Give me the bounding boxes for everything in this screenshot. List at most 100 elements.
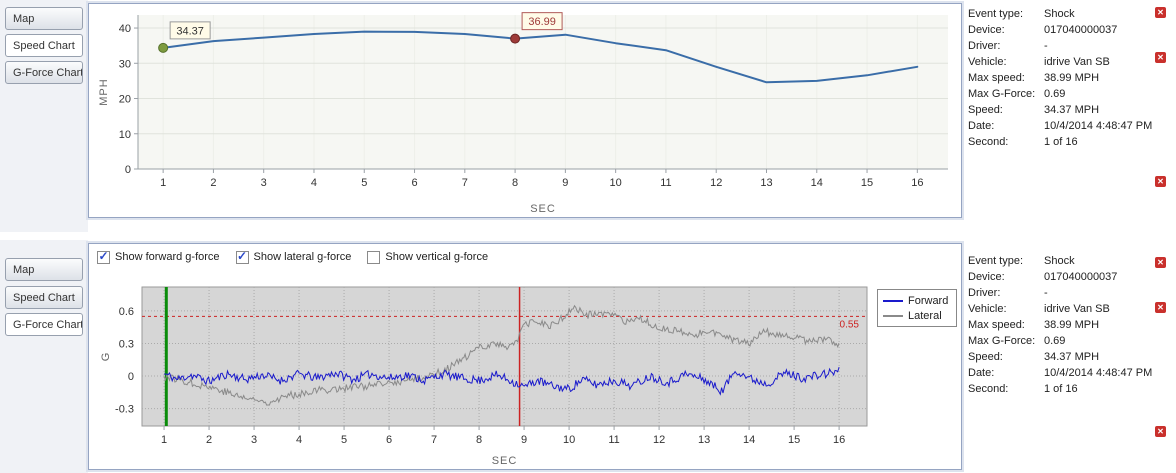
svg-text:4: 4 [296, 434, 302, 446]
svg-text:30: 30 [119, 58, 131, 70]
svg-text:1: 1 [161, 434, 167, 446]
red-x-icon[interactable]: ✕ [1155, 176, 1166, 187]
svg-text:7: 7 [431, 434, 437, 446]
info-value: - [1044, 40, 1048, 52]
info-value: 1 of 16 [1044, 136, 1078, 148]
info-value: 34.37 MPH [1044, 351, 1100, 363]
info-value: idrive Van SB [1044, 303, 1110, 315]
svg-text:40: 40 [119, 23, 131, 35]
svg-text:9: 9 [521, 434, 527, 446]
speed-chart-frame: 0 10 20 30 40 1 2 3 4 5 6 7 8 9 10 11 12 13 14 15 16 MPH SEC 34… [88, 3, 962, 218]
info-label: Vehicle: [968, 303, 1007, 315]
info-row: Second: 1 of 16 [968, 383, 1158, 396]
tab-map[interactable]: Map [5, 7, 83, 30]
tab-speed-chart[interactable]: Speed Chart [5, 286, 83, 309]
svg-text:11: 11 [608, 434, 619, 446]
checkbox-box[interactable]: ✓ [235, 249, 249, 264]
info-label: Date: [968, 120, 995, 132]
legend-line-swatch [883, 314, 903, 317]
checkbox-label: Show vertical g-force [385, 251, 489, 263]
tab-speed-chart[interactable]: Speed Chart [5, 34, 83, 57]
svg-text:13: 13 [698, 434, 710, 446]
svg-text:16: 16 [911, 177, 923, 189]
red-x-icon[interactable]: ✕ [1155, 426, 1166, 437]
info-label: Speed: [968, 351, 1003, 363]
svg-text:MPH: MPH [98, 78, 110, 105]
info-label: Event type: [968, 255, 1024, 267]
info-label: Second: [968, 383, 1009, 395]
event-info-panel: Event type: Shock Device: 017040000037 Drive… [968, 8, 1158, 152]
info-value: 0.69 [1044, 335, 1066, 347]
info-value: 0.69 [1044, 88, 1066, 100]
info-row: Device: 017040000037 [968, 24, 1158, 37]
checkbox-label: Show forward g-force [115, 251, 220, 263]
info-value: 017040000037 [1044, 271, 1118, 283]
svg-text:3: 3 [261, 177, 267, 189]
gforce-panel: Map Speed Chart G-Force Chart ✓ Show forwar… [0, 240, 1176, 473]
info-row: Second: 1 of 16 [968, 136, 1158, 149]
svg-text:14: 14 [811, 177, 823, 189]
info-value: Shock [1044, 8, 1075, 20]
tab-g-force-chart[interactable]: G-Force Chart [5, 61, 83, 84]
gforce-toggle-row: ✓ Show forward g-force ✓ Show lateral g-for… [97, 249, 488, 265]
info-value: idrive Van SB [1044, 56, 1110, 68]
legend-line-swatch [883, 299, 903, 302]
svg-text:12: 12 [710, 177, 722, 189]
checkbox-show-forward-g-force[interactable]: ✓ Show forward g-force [97, 250, 220, 264]
info-row: Max speed: 38.99 MPH [968, 72, 1158, 85]
tab-g-force-chart[interactable]: G-Force Chart [5, 313, 83, 336]
info-value: 10/4/2014 4:48:47 PM [1044, 120, 1153, 132]
info-value: Shock [1044, 255, 1075, 267]
legend-label: Forward [908, 294, 949, 307]
info-label: Vehicle: [968, 56, 1007, 68]
gforce-chart[interactable]: 0.55 -0.3 0 0.3 0.6 1 2 3 4 5 6 7 8 9 10 11 12 13 14 15 16 G S… [89, 244, 961, 469]
info-label: Date: [968, 367, 995, 379]
svg-text:10: 10 [610, 177, 622, 189]
info-label: Second: [968, 136, 1009, 148]
info-value: 38.99 MPH [1044, 72, 1100, 84]
red-x-icon[interactable]: ✕ [1155, 7, 1166, 18]
svg-text:9: 9 [562, 177, 568, 189]
gforce-chart-frame: ✓ Show forward g-force ✓ Show lateral g-for… [88, 243, 962, 470]
info-value: - [1044, 287, 1048, 299]
info-row: Speed: 34.37 MPH [968, 104, 1158, 117]
checkbox-box[interactable]: ✓ [97, 250, 110, 264]
red-x-icon[interactable]: ✕ [1155, 302, 1166, 313]
info-row: Date: 10/4/2014 4:48:47 PM [968, 120, 1158, 133]
info-row: Max speed: 38.99 MPH [968, 319, 1158, 332]
info-row: Driver: - [968, 40, 1158, 53]
speed-chart[interactable]: 0 10 20 30 40 1 2 3 4 5 6 7 8 9 10 11 12 13 14 15 16 MPH SEC 34… [89, 4, 961, 217]
info-label: Driver: [968, 287, 1001, 299]
checkbox-show-lateral-g-force[interactable]: ✓ Show lateral g-force [235, 249, 352, 264]
info-label: Driver: [968, 40, 1001, 52]
info-value: 017040000037 [1044, 24, 1118, 36]
info-label: Max G-Force: [968, 335, 1036, 347]
check-mark-icon: ✓ [237, 249, 248, 263]
svg-text:-0.3: -0.3 [115, 404, 134, 416]
svg-text:10: 10 [119, 129, 131, 141]
info-row: Max G-Force: 0.69 [968, 335, 1158, 348]
svg-text:0.6: 0.6 [119, 306, 134, 318]
checkbox-show-vertical-g-force[interactable]: Show vertical g-force [367, 250, 489, 264]
svg-text:20: 20 [119, 94, 131, 106]
legend: Forward Lateral [877, 289, 957, 327]
checkbox-box[interactable] [367, 250, 381, 264]
legend-item-forward: Forward [883, 293, 951, 308]
svg-text:13: 13 [760, 177, 772, 189]
tab-map[interactable]: Map [5, 258, 83, 281]
svg-text:SEC: SEC [492, 455, 518, 467]
svg-text:0.3: 0.3 [119, 338, 134, 350]
red-x-icon[interactable]: ✕ [1155, 257, 1166, 268]
red-x-icon[interactable]: ✕ [1155, 52, 1166, 63]
svg-text:6: 6 [386, 434, 392, 446]
info-label: Speed: [968, 104, 1003, 116]
svg-text:2: 2 [206, 434, 212, 446]
svg-text:2: 2 [210, 177, 216, 189]
svg-text:5: 5 [341, 434, 347, 446]
info-value: 38.99 MPH [1044, 319, 1100, 331]
svg-text:10: 10 [563, 434, 575, 446]
info-value: 10/4/2014 4:48:47 PM [1044, 367, 1153, 379]
svg-text:15: 15 [861, 177, 873, 189]
checkbox-label: Show lateral g-force [253, 251, 352, 263]
